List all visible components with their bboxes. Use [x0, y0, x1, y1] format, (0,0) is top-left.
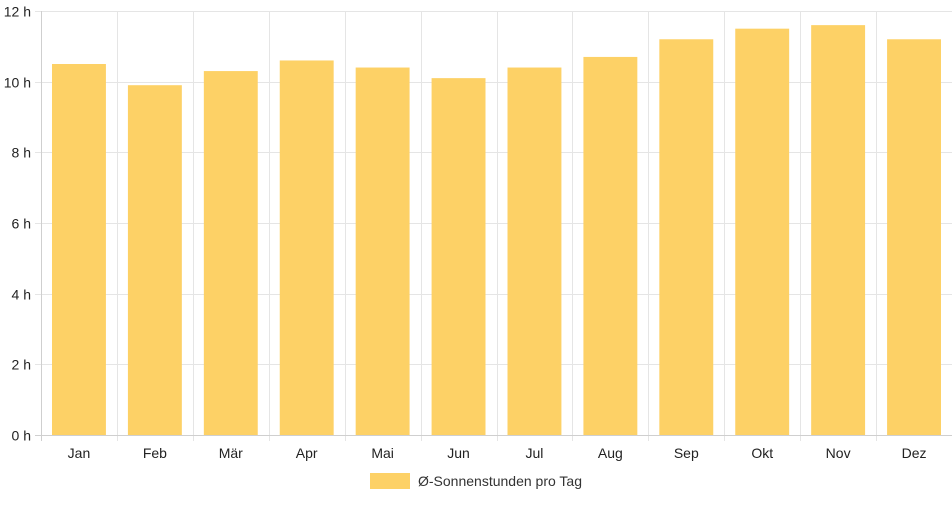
y-tick-label: 10 h — [4, 75, 31, 91]
x-tick-label: Jan — [68, 445, 91, 461]
y-tick-label: 2 h — [12, 357, 31, 373]
y-tick-labels: 0 h 2 h 4 h 6 h 8 h 10 h 12 h — [4, 4, 31, 444]
bar-aug[interactable] — [583, 56, 638, 435]
bar-feb[interactable] — [127, 85, 182, 435]
bar-okt[interactable] — [735, 28, 790, 436]
bar-jul[interactable] — [507, 67, 562, 436]
bar-apr[interactable] — [279, 60, 334, 435]
x-tick-label: Mai — [371, 445, 394, 461]
axes — [35, 11, 952, 441]
y-tick-label: 6 h — [12, 216, 31, 232]
x-tick-label: Dez — [902, 445, 927, 461]
x-tick-label: Nov — [826, 445, 851, 461]
bar-nov[interactable] — [811, 25, 866, 436]
x-tick-label: Sep — [674, 445, 699, 461]
x-tick-label: Apr — [296, 445, 318, 461]
legend-swatch — [370, 473, 410, 489]
bar-sep[interactable] — [659, 39, 714, 436]
bar-jun[interactable] — [431, 78, 486, 435]
legend-label: Ø-Sonnenstunden pro Tag — [418, 473, 582, 489]
y-tick-label: 12 h — [4, 4, 31, 20]
grid-lines — [35, 11, 952, 441]
y-tick-label: 4 h — [12, 287, 31, 303]
x-tick-labels: Jan Feb Mär Apr Mai Jun Jul Aug Sep Okt Nov Dez — [68, 445, 927, 461]
x-tick-label: Jul — [526, 445, 544, 461]
x-tick-label: Aug — [598, 445, 623, 461]
bar-dez[interactable] — [887, 39, 941, 436]
x-tick-label: Jun — [447, 445, 470, 461]
x-tick-label: Mär — [219, 445, 243, 461]
bars — [52, 25, 941, 436]
bar-mai[interactable] — [355, 67, 410, 436]
bar-jan[interactable] — [52, 64, 106, 435]
legend[interactable]: Ø-Sonnenstunden pro Tag — [370, 473, 582, 489]
bar-mär[interactable] — [203, 71, 258, 436]
x-tick-label: Feb — [143, 445, 167, 461]
y-tick-label: 0 h — [12, 428, 31, 444]
y-tick-label: 8 h — [12, 145, 31, 161]
x-tick-label: Okt — [751, 445, 773, 461]
